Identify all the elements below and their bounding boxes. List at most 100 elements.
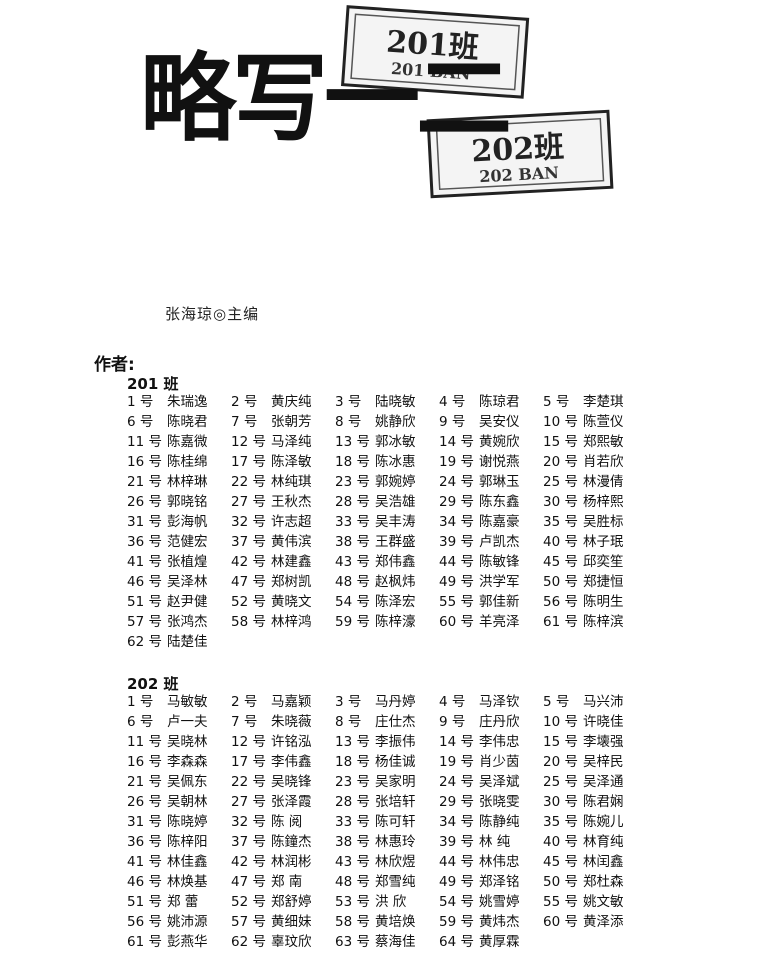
student-number: 57 号 xyxy=(127,614,162,630)
student-number: 55 号 xyxy=(543,894,578,910)
student-name: 陈晓婷 xyxy=(167,814,208,830)
stamp-202-badge: 202班 202 BAN xyxy=(426,109,614,199)
authors-label: 作者: xyxy=(94,355,135,375)
student-entry: 43 号郑伟鑫 xyxy=(335,552,439,572)
student-entry: 2 号黄庆纯 xyxy=(231,392,335,412)
student-entry: 27 号王秋杰 xyxy=(231,492,335,512)
student-entry: 12 号许铭泓 xyxy=(231,732,335,752)
student-number: 9 号 xyxy=(439,714,466,730)
student-entry: 45 号邱奕笙 xyxy=(543,552,647,572)
student-entry: 62 号陆楚佳 xyxy=(127,632,231,652)
student-number: 1 号 xyxy=(127,394,154,410)
student-number: 56 号 xyxy=(543,594,578,610)
student-name: 林纯琪 xyxy=(271,474,312,490)
student-entry: 57 号张鸿杰 xyxy=(127,612,231,632)
student-name: 郑捷恒 xyxy=(583,574,624,590)
student-number: 60 号 xyxy=(439,614,474,630)
student-number: 51 号 xyxy=(127,894,162,910)
student-name: 陈君娴 xyxy=(583,794,624,810)
stamp-202-sub: 202 BAN xyxy=(479,163,559,186)
student-entry: 42 号林建鑫 xyxy=(231,552,335,572)
student-name: 吴胜标 xyxy=(583,514,624,530)
student-name: 王秋杰 xyxy=(271,494,312,510)
student-entry: 18 号杨佳诚 xyxy=(335,752,439,772)
student-number: 4 号 xyxy=(439,694,466,710)
student-number: 28 号 xyxy=(335,494,370,510)
student-number: 7 号 xyxy=(231,714,258,730)
student-entry: 55 号郭佳新 xyxy=(439,592,543,612)
student-name: 吴朝林 xyxy=(167,794,208,810)
student-name: 李森森 xyxy=(167,754,208,770)
roster-row: 11 号陈嘉微 12 号马泽纯 13 号郭冰敏 14 号黄婉欣 15 号郑熙敏 xyxy=(127,432,747,452)
student-name: 陈 阅 xyxy=(271,814,303,830)
student-name: 李伟忠 xyxy=(479,734,520,750)
student-entry: 13 号郭冰敏 xyxy=(335,432,439,452)
student-entry: 22 号吴晓锋 xyxy=(231,772,335,792)
student-entry: 40 号林育纯 xyxy=(543,832,647,852)
student-entry: 53 号洪 欣 xyxy=(335,892,439,912)
student-entry: 8 号姚静欣 xyxy=(335,412,439,432)
student-number: 16 号 xyxy=(127,454,162,470)
student-number: 54 号 xyxy=(335,594,370,610)
student-number: 24 号 xyxy=(439,774,474,790)
student-name: 黄婉欣 xyxy=(479,434,520,450)
student-name: 吴泽斌 xyxy=(479,774,520,790)
student-number: 53 号 xyxy=(335,894,370,910)
roster-row: 41 号林佳鑫 42 号林润彬 43 号林欣煜 44 号林伟忠 45 号林闰鑫 xyxy=(127,852,747,872)
student-entry: 1 号朱瑞逸 xyxy=(127,392,231,412)
student-number: 10 号 xyxy=(543,714,578,730)
student-entry: 60 号羊亮泽 xyxy=(439,612,543,632)
student-number: 19 号 xyxy=(439,754,474,770)
student-name: 马嘉颖 xyxy=(271,694,312,710)
student-number: 46 号 xyxy=(127,874,162,890)
student-number: 45 号 xyxy=(543,554,578,570)
student-name: 陈泽敏 xyxy=(271,454,312,470)
student-number: 40 号 xyxy=(543,534,578,550)
student-number: 9 号 xyxy=(439,414,466,430)
student-entry: 18 号陈冰惠 xyxy=(335,452,439,472)
student-name: 邱奕笙 xyxy=(583,554,624,570)
student-number: 55 号 xyxy=(439,594,474,610)
student-name: 马泽钦 xyxy=(479,694,520,710)
student-name: 陈泽宏 xyxy=(375,594,416,610)
student-entry: 61 号陈梓滨 xyxy=(543,612,647,632)
student-name: 林子珉 xyxy=(583,534,624,550)
student-name: 陈琼君 xyxy=(479,394,520,410)
student-entry: 34 号陈静纯 xyxy=(439,812,543,832)
student-entry: 47 号郑 南 xyxy=(231,872,335,892)
student-number: 6 号 xyxy=(127,714,154,730)
student-number: 63 号 xyxy=(335,934,370,950)
student-name: 辜玟欣 xyxy=(271,934,312,950)
student-entry: 1 号马敏敏 xyxy=(127,692,231,712)
editor-credit: 张海琼◎主编 xyxy=(165,305,260,323)
roster-row: 36 号陈梓阳 37 号陈鐘杰 38 号林惠玲 39 号林 纯 40 号林育纯 xyxy=(127,832,747,852)
roster-row: 21 号吴佩东 22 号吴晓锋 23 号吴家明 24 号吴泽斌 25 号吴泽通 xyxy=(127,772,747,792)
student-entry: 43 号林欣煜 xyxy=(335,852,439,872)
student-name: 黄炜杰 xyxy=(479,914,520,930)
student-number: 34 号 xyxy=(439,814,474,830)
student-name: 林欣煜 xyxy=(375,854,416,870)
student-entry: 10 号许晓佳 xyxy=(543,712,647,732)
student-number: 45 号 xyxy=(543,854,578,870)
student-entry: 39 号卢凯杰 xyxy=(439,532,543,552)
student-entry: 11 号吴晓林 xyxy=(127,732,231,752)
student-name: 郭琳玉 xyxy=(479,474,520,490)
student-entry: 47 号郑树凯 xyxy=(231,572,335,592)
student-number: 21 号 xyxy=(127,774,162,790)
student-number: 60 号 xyxy=(543,914,578,930)
student-entry: 27 号张泽霞 xyxy=(231,792,335,812)
student-entry: 56 号姚沛源 xyxy=(127,912,231,932)
student-entry: 36 号陈梓阳 xyxy=(127,832,231,852)
student-number: 50 号 xyxy=(543,874,578,890)
student-entry: 25 号吴泽通 xyxy=(543,772,647,792)
student-entry: 37 号陈鐘杰 xyxy=(231,832,335,852)
roster-row: 6 号卢一夫 7 号朱晓薇 8 号庄仕杰 9 号庄丹欣 10 号许晓佳 xyxy=(127,712,747,732)
student-number: 48 号 xyxy=(335,574,370,590)
student-number: 46 号 xyxy=(127,574,162,590)
student-name: 马兴沛 xyxy=(583,694,624,710)
student-name: 李伟鑫 xyxy=(271,754,312,770)
student-entry: 17 号陈泽敏 xyxy=(231,452,335,472)
student-name: 陈冰惠 xyxy=(375,454,416,470)
student-number: 17 号 xyxy=(231,754,266,770)
student-name: 陈梓濠 xyxy=(375,614,416,630)
